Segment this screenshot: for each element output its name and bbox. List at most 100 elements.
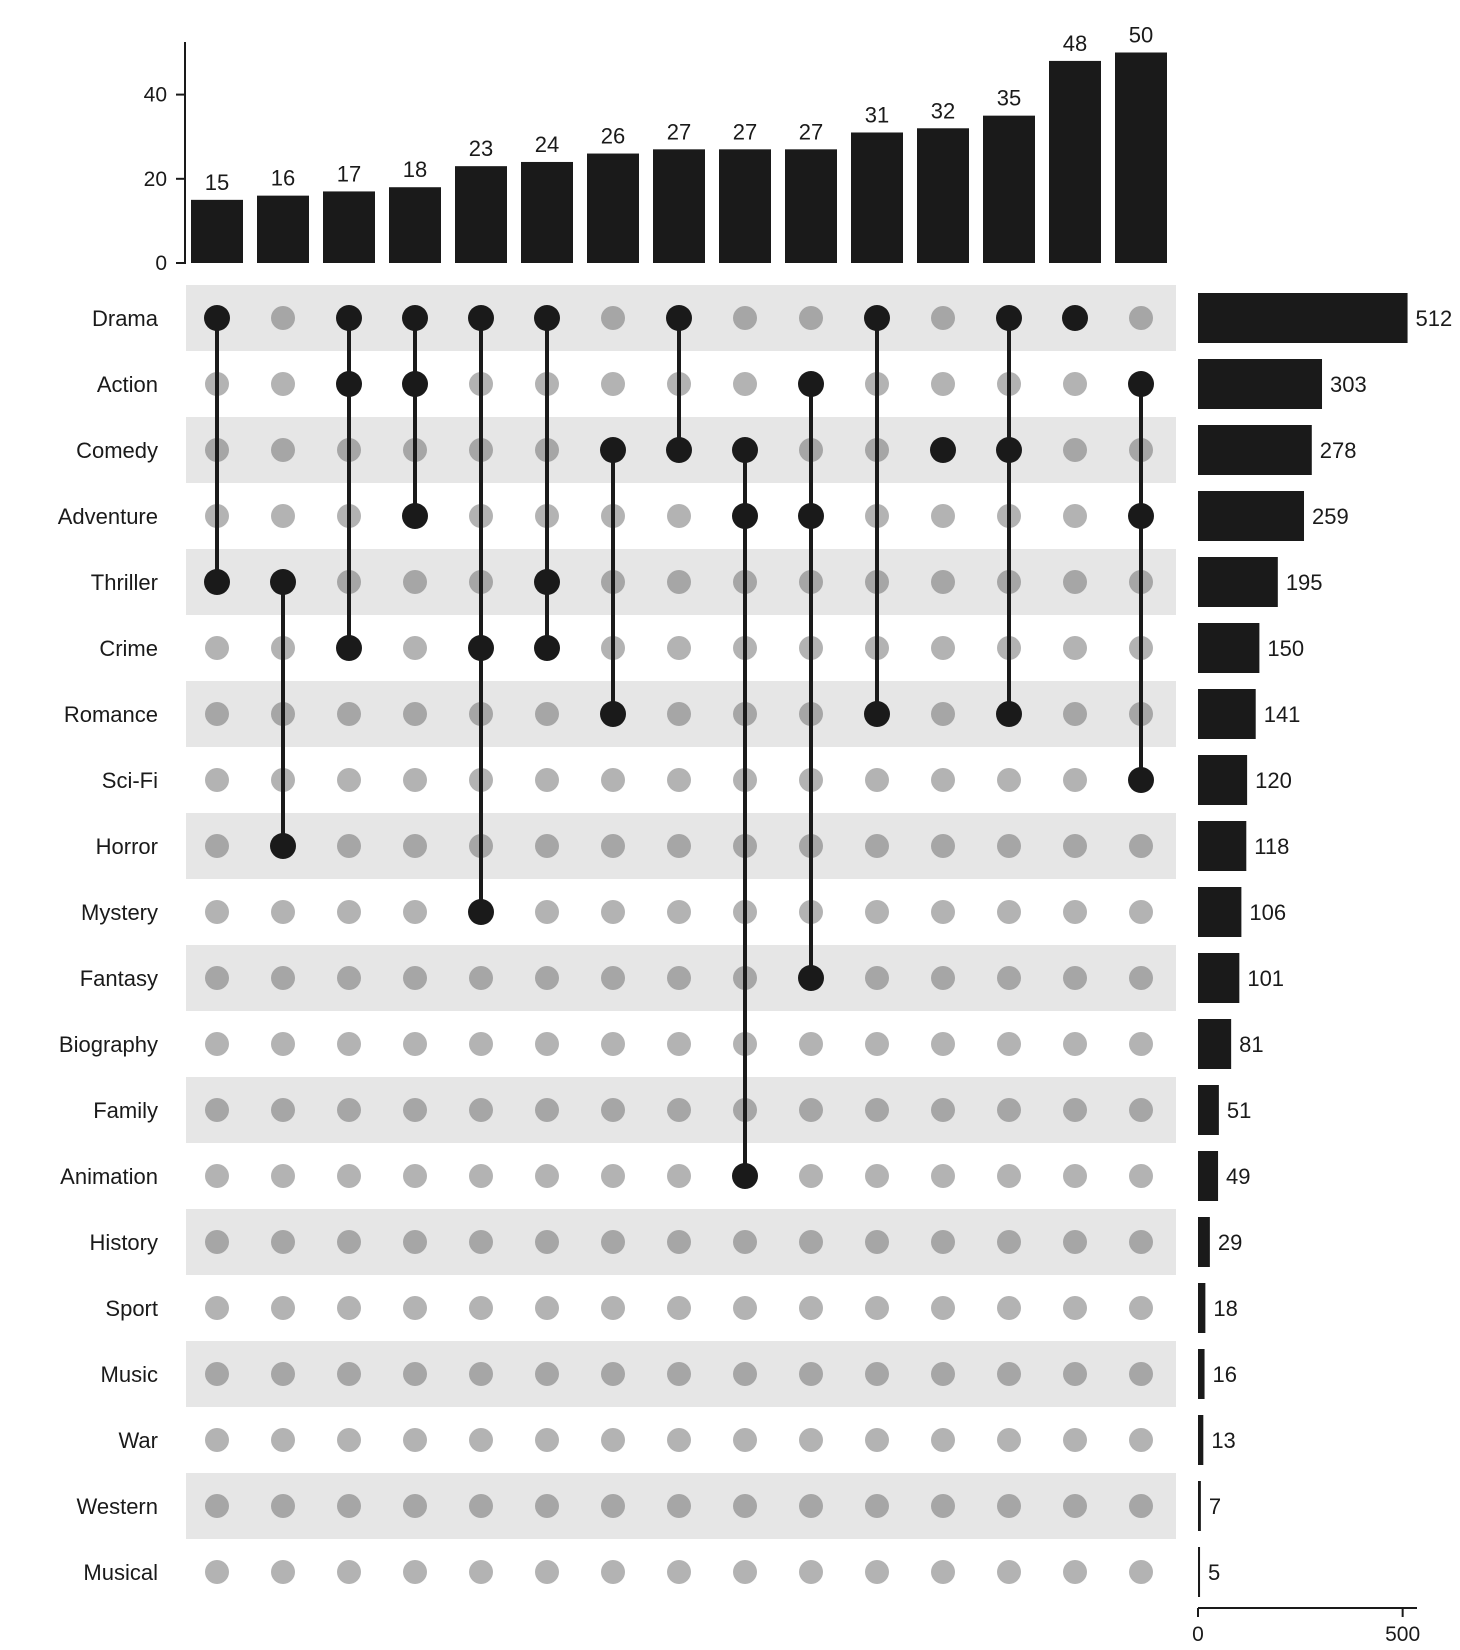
x-axis-tick-label: 0 — [1192, 1623, 1204, 1646]
inactive-dot — [469, 966, 493, 990]
set-size-bar — [1198, 1349, 1205, 1399]
intersection-bar — [323, 191, 375, 263]
inactive-dot — [601, 966, 625, 990]
inactive-dot — [601, 1098, 625, 1122]
inactive-dot — [931, 1362, 955, 1386]
intersection-bar-label: 27 — [667, 119, 691, 144]
intersection-bar-label: 32 — [931, 98, 955, 123]
inactive-dot — [469, 1230, 493, 1254]
intersection-bar — [191, 199, 243, 263]
intersection-bar — [1049, 60, 1101, 263]
inactive-dot — [931, 570, 955, 594]
inactive-dot — [1129, 1428, 1153, 1452]
inactive-dot — [205, 1362, 229, 1386]
inactive-dot — [931, 702, 955, 726]
inactive-dot — [205, 1560, 229, 1584]
inactive-dot — [799, 1560, 823, 1584]
inactive-dot — [535, 834, 559, 858]
inactive-dot — [931, 636, 955, 660]
set-size-bar — [1198, 755, 1248, 805]
inactive-dot — [667, 636, 691, 660]
inactive-dot — [535, 768, 559, 792]
inactive-dot — [799, 1428, 823, 1452]
intersection-bar — [455, 166, 507, 263]
set-size-bar-label: 7 — [1209, 1494, 1221, 1519]
inactive-dot — [205, 768, 229, 792]
inactive-dot — [601, 900, 625, 924]
inactive-dot — [469, 1098, 493, 1122]
inactive-dot — [337, 966, 361, 990]
inactive-dot — [271, 1230, 295, 1254]
active-dot — [270, 833, 296, 859]
set-name-label: Adventure — [58, 504, 158, 529]
inactive-dot — [601, 1230, 625, 1254]
inactive-dot — [733, 1296, 757, 1320]
inactive-dot — [271, 966, 295, 990]
inactive-dot — [205, 966, 229, 990]
inactive-dot — [865, 1164, 889, 1188]
inactive-dot — [865, 1494, 889, 1518]
inactive-dot — [667, 900, 691, 924]
set-size-bar-label: 150 — [1267, 636, 1304, 661]
inactive-dot — [1129, 1164, 1153, 1188]
set-size-bar-label: 5 — [1208, 1560, 1220, 1585]
inactive-dot — [865, 768, 889, 792]
set-name-label: Animation — [60, 1164, 158, 1189]
inactive-dot — [667, 1230, 691, 1254]
set-size-bar-label: 512 — [1416, 306, 1453, 331]
intersection-bar-label: 48 — [1063, 31, 1087, 56]
active-dot — [864, 701, 890, 727]
inactive-dot — [1063, 372, 1087, 396]
set-size-bar — [1198, 1547, 1201, 1597]
inactive-dot — [535, 966, 559, 990]
inactive-dot — [799, 1362, 823, 1386]
set-name-label: Comedy — [76, 438, 158, 463]
inactive-dot — [1063, 1032, 1087, 1056]
intersection-bar — [719, 149, 771, 263]
inactive-dot — [667, 1032, 691, 1056]
inactive-dot — [337, 1164, 361, 1188]
inactive-dot — [1063, 636, 1087, 660]
inactive-dot — [997, 966, 1021, 990]
inactive-dot — [1129, 1296, 1153, 1320]
active-dot — [732, 503, 758, 529]
set-size-bar — [1198, 1415, 1204, 1465]
inactive-dot — [469, 1428, 493, 1452]
inactive-dot — [205, 1032, 229, 1056]
inactive-dot — [997, 768, 1021, 792]
inactive-dot — [535, 1296, 559, 1320]
set-size-bar-label: 29 — [1218, 1230, 1242, 1255]
inactive-dot — [205, 1230, 229, 1254]
set-name-label: Horror — [96, 834, 158, 859]
inactive-dot — [799, 306, 823, 330]
intersection-bar-label: 35 — [997, 86, 1021, 111]
inactive-dot — [997, 1098, 1021, 1122]
set-size-bar — [1198, 953, 1240, 1003]
set-size-bar-label: 303 — [1330, 372, 1367, 397]
inactive-dot — [337, 900, 361, 924]
inactive-dot — [205, 702, 229, 726]
set-size-bar — [1198, 887, 1242, 937]
inactive-dot — [601, 768, 625, 792]
inactive-dot — [205, 636, 229, 660]
active-dot — [468, 635, 494, 661]
active-dot — [534, 635, 560, 661]
inactive-dot — [1063, 834, 1087, 858]
inactive-dot — [271, 1098, 295, 1122]
inactive-dot — [931, 306, 955, 330]
y-axis-tick-label: 0 — [155, 252, 167, 275]
active-dot — [600, 437, 626, 463]
inactive-dot — [997, 1164, 1021, 1188]
inactive-dot — [931, 1164, 955, 1188]
inactive-dot — [403, 1098, 427, 1122]
intersection-bars — [191, 52, 1167, 264]
set-size-bar — [1198, 821, 1247, 871]
inactive-dot — [865, 834, 889, 858]
set-name-label: Mystery — [81, 900, 158, 925]
inactive-dot — [865, 1098, 889, 1122]
inactive-dot — [337, 1560, 361, 1584]
intersection-bar-label: 50 — [1129, 23, 1153, 48]
inactive-dot — [931, 1098, 955, 1122]
set-name-label: Romance — [64, 702, 158, 727]
inactive-dot — [403, 702, 427, 726]
